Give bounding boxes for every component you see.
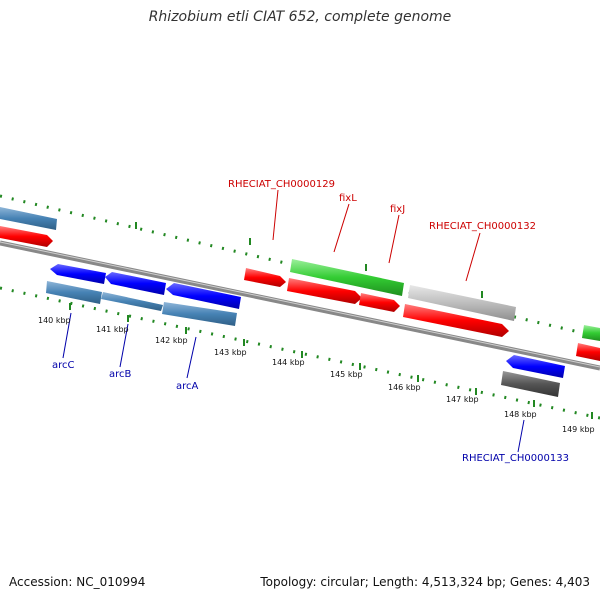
tick-label-143: 143 kbp	[214, 348, 247, 357]
green-gene-fixL	[290, 259, 404, 296]
darkgrey-gene-133	[501, 371, 560, 397]
gene-label-arcB: arcB	[109, 369, 132, 380]
gene-label-RHECIAT_CH0000132: RHECIAT_CH0000132	[429, 221, 536, 232]
steelblue-gene-arcB	[101, 292, 163, 311]
steelblue-gene-arcA	[162, 302, 237, 326]
steelblue-gene-arcC	[46, 281, 102, 304]
blue-gene-arcB	[105, 272, 166, 295]
tick-label-146: 146 kbp	[388, 383, 421, 392]
gene-label-arcA: arcA	[176, 381, 199, 392]
blue-gene-133	[506, 355, 565, 378]
leader-lines-top	[272, 189, 481, 282]
red-gene-129	[244, 268, 286, 287]
tick-label-147: 147 kbp	[446, 395, 479, 404]
gene-label-RHECIAT_CH0000129: RHECIAT_CH0000129	[228, 179, 335, 190]
blue-gene-arcC	[50, 264, 106, 284]
tick-label-141: 141 kbp	[96, 325, 129, 334]
kbp-tick-labels: 140 kbp 141 kbp 142 kbp 143 kbp 144 kbp …	[38, 316, 595, 434]
red-gene-fixL	[287, 278, 362, 304]
blue-gene-arcA	[166, 283, 241, 309]
tick-label-148: 148 kbp	[504, 410, 537, 419]
red-gene-right	[576, 343, 600, 361]
red-gene-132	[403, 304, 509, 337]
gene-label-fixL: fixL	[339, 193, 357, 204]
red-gene-fixJ	[359, 293, 400, 312]
tick-label-144: 144 kbp	[272, 358, 305, 367]
tick-label-149: 149 kbp	[562, 425, 595, 434]
grey-gene-132	[408, 285, 516, 321]
tick-label-145: 145 kbp	[330, 370, 363, 379]
genome-backbone	[0, 240, 600, 371]
tick-label-142: 142 kbp	[155, 336, 188, 345]
leader-lines-bottom	[62, 312, 525, 453]
page-title: Rhizobium etli CIAT 652, complete genome	[148, 9, 452, 25]
green-gene-right	[582, 325, 600, 341]
steelblue-gene-left	[0, 207, 57, 230]
accession-label: Accession: NC_010994	[9, 575, 146, 589]
gene-label-RHECIAT_CH0000133: RHECIAT_CH0000133	[462, 453, 569, 464]
gene-label-arcC: arcC	[52, 360, 75, 371]
tick-label-140: 140 kbp	[38, 316, 71, 325]
gene-label-fixJ: fixJ	[390, 204, 405, 215]
major-ticks	[69, 222, 593, 419]
topology-label: Topology: circular; Length: 4,513,324 bp…	[260, 575, 590, 589]
red-gene-left	[0, 226, 53, 247]
